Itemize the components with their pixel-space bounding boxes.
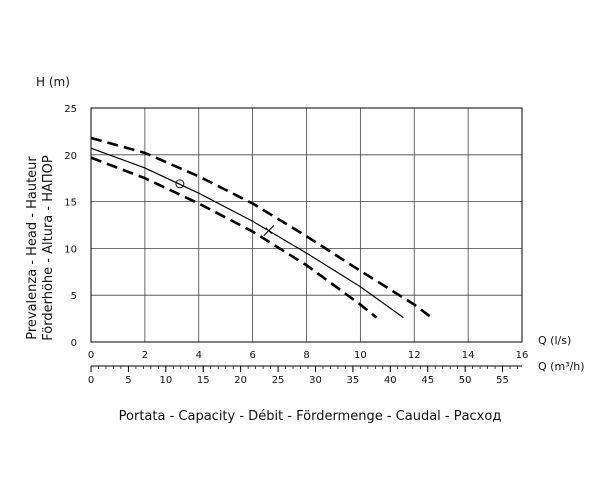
y-tick-label: 5 [71, 291, 77, 302]
y-tick-label: 10 [64, 244, 77, 255]
x-tick-label: 16 [516, 350, 529, 361]
x2-tick-label: 55 [496, 375, 509, 386]
curve [90, 136, 432, 318]
bottom-title: Portata - Capacity - Débit - Fördermenge… [119, 409, 502, 424]
y-tick-label: 25 [64, 104, 77, 115]
x2-tick-label: 15 [197, 375, 210, 386]
y-tick-label: 0 [71, 338, 77, 349]
x-tick-label: 6 [249, 350, 255, 361]
x2-tick-label: 30 [309, 375, 322, 386]
x2-tick-label: 0 [88, 375, 94, 386]
x2-tick-label: 25 [272, 375, 285, 386]
y-side-label: Prevalenza - Head - Hauteur [25, 156, 40, 340]
x2-tick-label: 35 [347, 375, 360, 386]
x-tick-label: 10 [354, 350, 367, 361]
x2-tick-label: 5 [125, 375, 131, 386]
y-side-label: Förderhöhe - Altura - НАПОР [41, 155, 56, 341]
curve [90, 147, 404, 319]
x2-tick-label: 40 [384, 375, 397, 386]
x-tick-label: 8 [303, 350, 309, 361]
y-axis-title: H (m) [36, 75, 70, 89]
plot-frame [90, 107, 523, 343]
x2-tick-label: 10 [159, 375, 172, 386]
x-tick-label: 12 [408, 350, 421, 361]
y-tick-label: 20 [64, 151, 77, 162]
x2-tick-label: 50 [459, 375, 472, 386]
x-axis-title: Q (l/s) [538, 334, 571, 347]
curve [90, 156, 378, 319]
marker [175, 179, 185, 189]
x2-axis-title: Q (m³/h) [538, 360, 585, 373]
x-tick-label: 4 [196, 350, 202, 361]
x-tick-label: 14 [462, 350, 475, 361]
y-tick-label: 15 [64, 198, 77, 209]
x2-tick-label: 45 [421, 375, 434, 386]
x-tick-label: 2 [142, 350, 148, 361]
x2-tick-label: 20 [234, 375, 247, 386]
x-tick-label: 0 [88, 350, 94, 361]
marker [263, 225, 275, 236]
